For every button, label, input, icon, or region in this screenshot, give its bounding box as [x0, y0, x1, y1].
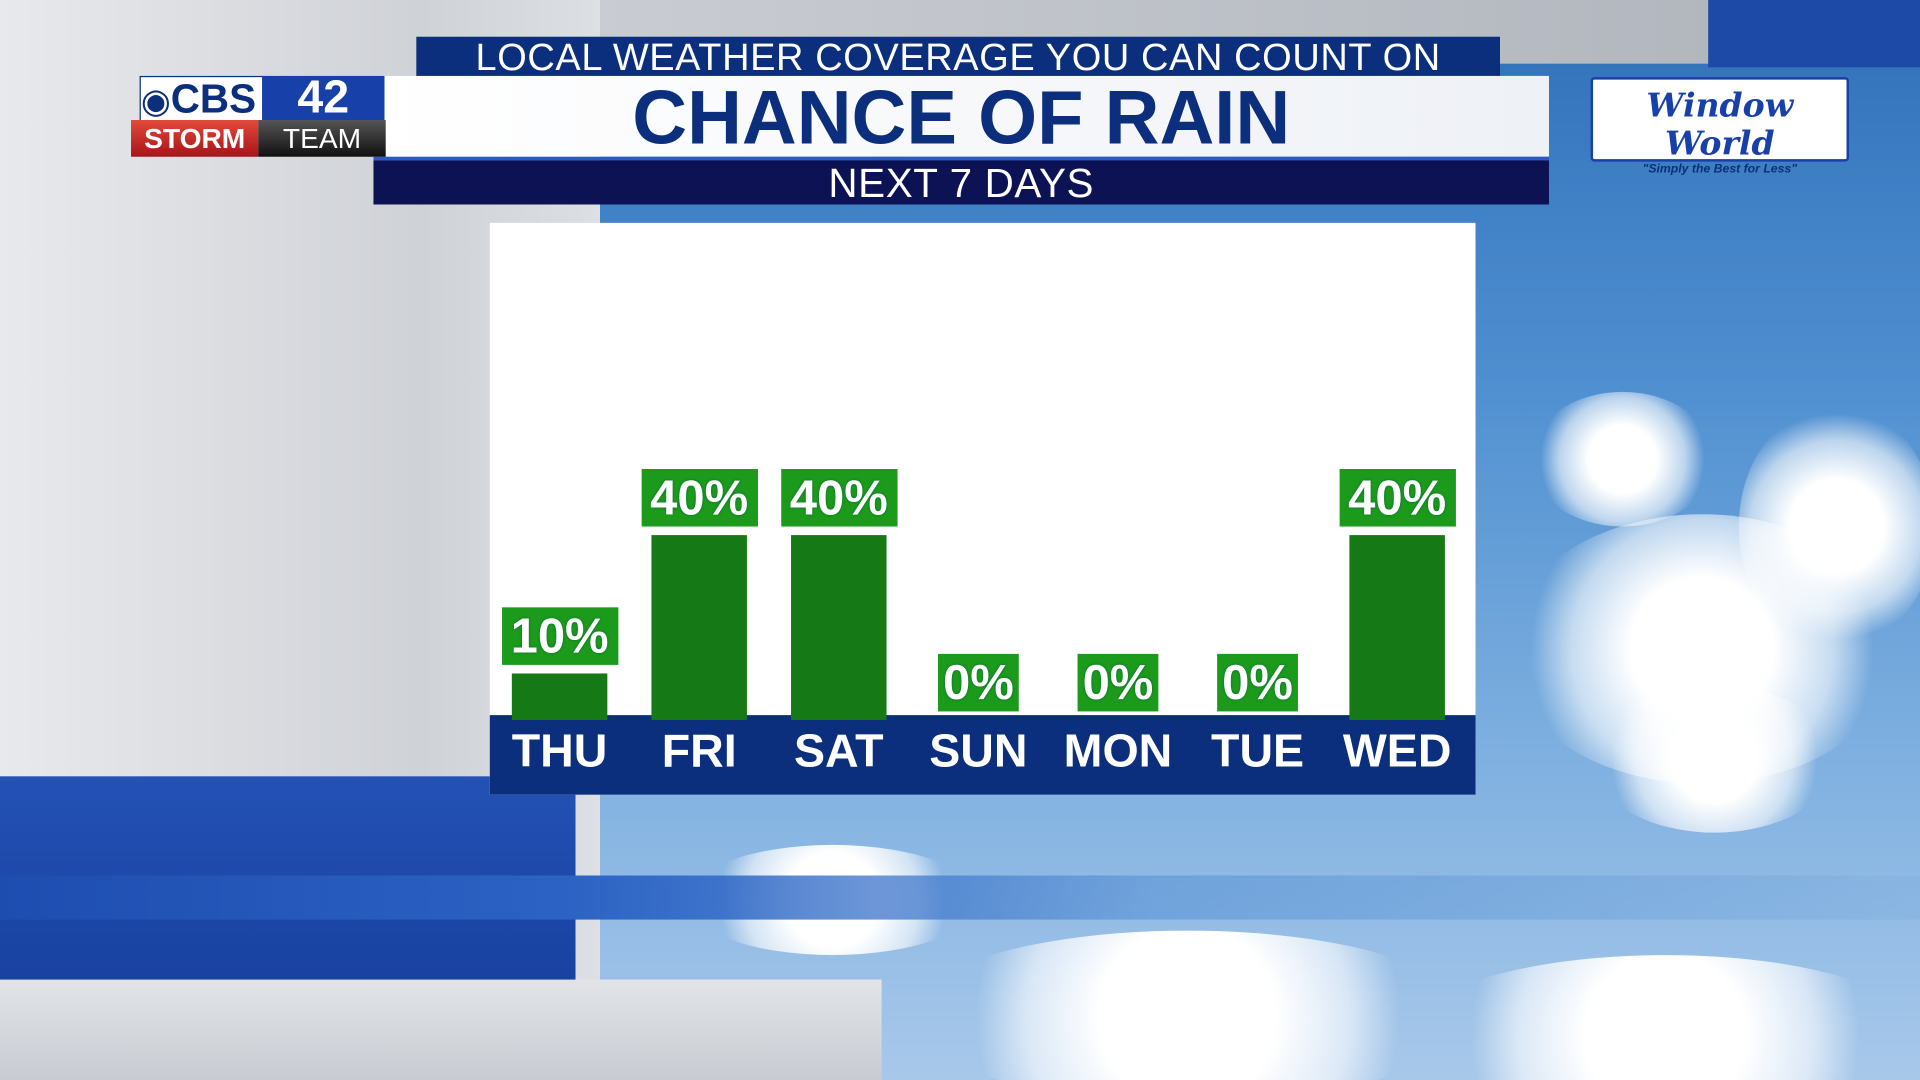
data-label: 40% — [780, 468, 897, 527]
data-label: 40% — [641, 468, 758, 527]
data-label: 0% — [1077, 653, 1159, 712]
cloud — [1530, 391, 1715, 527]
subtitle-banner: LOCAL WEATHER COVERAGE YOU CAN COUNT ON — [416, 36, 1501, 78]
backdrop-floor — [0, 875, 1920, 920]
bar-thu — [511, 673, 608, 721]
data-label: 10% — [501, 607, 618, 666]
data-label: 0% — [937, 653, 1019, 712]
x-axis-band — [489, 715, 1476, 795]
cloud — [1738, 404, 1920, 649]
x-tick-label: FRI — [661, 726, 737, 778]
data-label: 40% — [1338, 468, 1456, 527]
team-label: TEAM — [258, 120, 386, 157]
backdrop-floor — [0, 979, 882, 1080]
x-tick-label: SAT — [793, 726, 884, 778]
x-tick-label: WED — [1342, 726, 1452, 778]
data-label: 0% — [1217, 653, 1298, 712]
sponsor-tagline: "Simply the Best for Less" — [1642, 162, 1798, 177]
bar-wed — [1349, 535, 1445, 721]
backdrop-strip — [1708, 0, 1920, 68]
storm-label: STORM — [131, 120, 259, 157]
title-banner — [373, 75, 1549, 161]
cloud — [1408, 955, 1920, 1080]
sponsor-name: Window World — [1646, 86, 1794, 163]
x-tick-label: SUN — [929, 726, 1028, 778]
channel-number: 42 — [262, 75, 385, 121]
x-tick-label: MON — [1063, 726, 1173, 778]
sponsor-logo: Window World "Simply the Best for Less" — [1590, 77, 1849, 176]
x-tick-label: THU — [511, 726, 608, 778]
cloud — [906, 930, 1470, 1080]
cloud — [1591, 685, 1837, 833]
page-title: CHANCE OF RAIN — [632, 75, 1291, 161]
station-logo: ◉CBS 42 STORM TEAM — [131, 75, 386, 162]
x-tick-label: TUE — [1211, 726, 1305, 778]
bar-sat — [791, 535, 887, 721]
period-banner: NEXT 7 DAYS — [373, 160, 1549, 206]
bar-fri — [651, 535, 747, 721]
cbs-logo: ◉CBS — [139, 75, 265, 123]
